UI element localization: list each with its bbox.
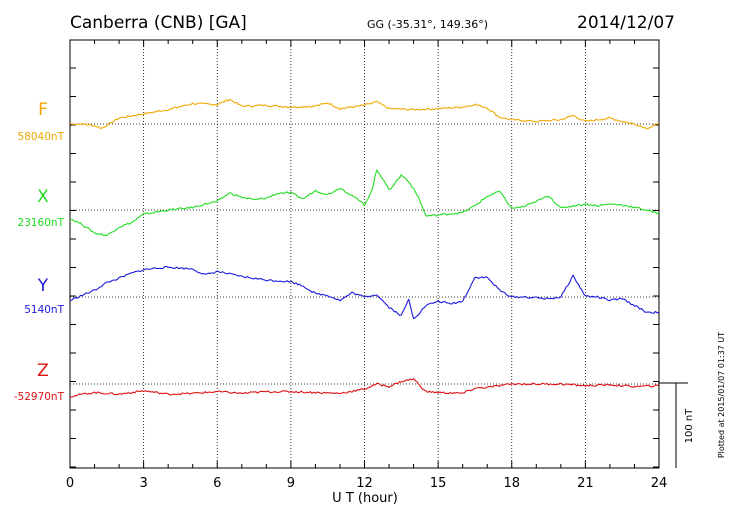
x-tick-label: 18 [503, 476, 520, 491]
series-baseline-f: 58040nT [18, 131, 65, 143]
x-axis-ticks [69, 40, 660, 468]
series-name-f: F [38, 100, 48, 120]
series-baseline-z: -52970nT [14, 391, 65, 403]
trace-f [69, 99, 660, 130]
plotted-note: Plotted at 2015/01/07 01:37 UT [717, 332, 726, 458]
x-tick-label: 0 [66, 476, 74, 491]
trace-z [69, 378, 660, 399]
series-baseline-y: 5140nT [24, 304, 64, 316]
x-tick-label: 3 [139, 476, 147, 491]
x-tick-label: 15 [430, 476, 447, 491]
traces [69, 99, 660, 399]
series-labels: F 58040nT X 23160nT Y 5140nT Z -52970nT [14, 100, 65, 403]
series-baseline-x: 23160nT [18, 217, 65, 229]
x-axis-tick-labels: 0 3 6 9 12 15 18 21 24 [66, 476, 667, 491]
series-name-y: Y [37, 276, 49, 296]
station-coordinates: GG (-35.31°, 149.36°) [367, 18, 488, 31]
x-tick-label: 6 [213, 476, 221, 491]
x-tick-label: 9 [287, 476, 295, 491]
x-axis-label: U T (hour) [332, 491, 398, 506]
series-name-x: X [37, 187, 49, 207]
x-tick-label: 21 [577, 476, 594, 491]
scale-bar-label: 100 nT [684, 408, 695, 444]
chart-date: 2014/12/07 [577, 13, 675, 33]
series-name-z: Z [37, 361, 49, 381]
chart-title: Canberra (CNB) [GA] [70, 13, 247, 33]
x-tick-label: 12 [356, 476, 373, 491]
trace-x [69, 169, 660, 237]
trace-y [69, 265, 660, 320]
x-tick-label: 24 [651, 476, 668, 491]
